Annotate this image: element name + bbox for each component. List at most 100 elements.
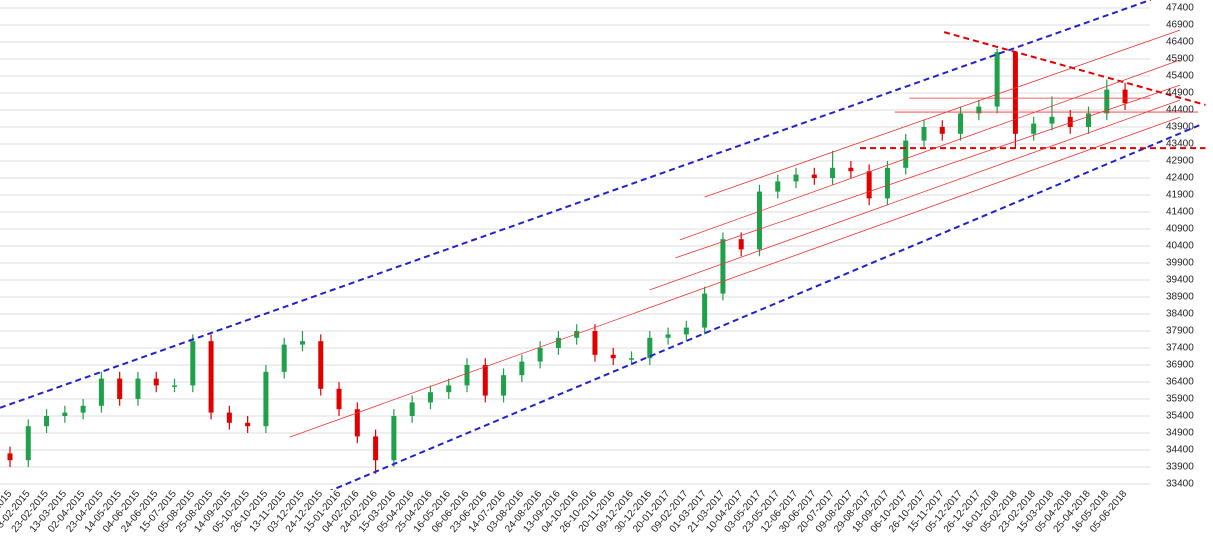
y-tick-label: 33400 <box>1166 479 1194 490</box>
candle-body <box>226 412 232 423</box>
candle-body <box>884 167 890 199</box>
y-tick-label: 38400 <box>1166 309 1194 320</box>
candle-body <box>537 348 543 362</box>
y-tick-label: 42400 <box>1166 173 1194 184</box>
candle-body <box>555 337 561 348</box>
candle-body <box>665 334 671 338</box>
candle-body <box>7 453 13 461</box>
candle-body <box>135 378 141 399</box>
candle-body <box>501 375 507 396</box>
trendline <box>0 0 1152 409</box>
y-tick-label: 43400 <box>1166 139 1194 150</box>
candle-body <box>190 341 196 386</box>
candle-body <box>1012 52 1018 134</box>
y-tick-label: 40400 <box>1166 241 1194 252</box>
trendline <box>704 29 1181 198</box>
candle-body <box>811 174 817 178</box>
candle-body <box>464 365 470 386</box>
grid <box>0 7 1150 485</box>
candle-body <box>994 52 1000 107</box>
candle-body <box>866 171 872 199</box>
y-tick-label: 44400 <box>1166 105 1194 116</box>
y-tick-label: 45400 <box>1166 71 1194 82</box>
candle-body <box>939 127 945 134</box>
y-tick-label: 36400 <box>1166 377 1194 388</box>
y-tick-label: 43900 <box>1166 122 1194 133</box>
trendline <box>943 31 1206 106</box>
y-tick-label: 36900 <box>1166 360 1194 371</box>
candle-body <box>208 341 214 413</box>
candle-body <box>775 181 781 192</box>
y-tick-label: 47400 <box>1166 3 1194 14</box>
candle-body <box>98 378 104 406</box>
y-tick-label: 38900 <box>1166 292 1194 303</box>
candle-body <box>25 426 31 461</box>
candle-body <box>263 371 269 427</box>
candle-body <box>610 354 616 359</box>
y-tick-label: 35400 <box>1166 411 1194 422</box>
candle-body <box>629 358 635 360</box>
candle-body <box>482 365 488 396</box>
y-tick-label: 34900 <box>1166 428 1194 439</box>
candles <box>7 48 1128 474</box>
y-tick-label: 46400 <box>1166 37 1194 48</box>
candle-body <box>830 167 836 178</box>
candle-body <box>391 416 397 461</box>
y-tick-label: 37400 <box>1166 343 1194 354</box>
y-tick-label: 44900 <box>1166 88 1194 99</box>
candle-body <box>793 174 799 182</box>
y-tick-label: 37900 <box>1166 326 1194 337</box>
candle-body <box>1049 116 1055 124</box>
y-tick-label: 45900 <box>1166 54 1194 65</box>
candle-body <box>172 385 178 387</box>
y-tick-label: 39900 <box>1166 258 1194 269</box>
candle-body <box>958 113 964 134</box>
candle-body <box>921 127 927 141</box>
candle-body <box>245 422 251 427</box>
y-tick-label: 39400 <box>1166 275 1194 286</box>
candle-body <box>683 327 689 335</box>
candle-body <box>44 416 50 427</box>
candle-body <box>427 392 433 403</box>
y-tick-label: 42900 <box>1166 156 1194 167</box>
candle-body <box>336 388 342 410</box>
trendline <box>289 116 1181 438</box>
candle-body <box>848 167 854 172</box>
candle-body <box>117 378 123 399</box>
trendline <box>329 124 1201 490</box>
candle-body <box>756 191 762 250</box>
candle-body <box>409 402 415 416</box>
candle-body <box>592 331 598 355</box>
trendline <box>679 59 1181 241</box>
candle-body <box>354 409 360 437</box>
candle-body <box>647 337 653 359</box>
candle-body <box>738 239 744 250</box>
candle-body <box>281 344 287 372</box>
candle-body <box>976 106 982 114</box>
candle-body <box>903 140 909 168</box>
candle-body <box>373 436 379 461</box>
candle-body <box>62 412 68 416</box>
trendline <box>675 84 1181 259</box>
candle-body <box>153 378 159 386</box>
trendlines <box>0 0 1206 490</box>
candle-body <box>1086 113 1092 127</box>
candle-body <box>519 361 525 376</box>
candle-body <box>446 385 452 393</box>
y-tick-label: 40900 <box>1166 224 1194 235</box>
candle-body <box>702 293 708 328</box>
candle-body <box>299 341 305 345</box>
y-tick-label: 33900 <box>1166 462 1194 473</box>
candle-body <box>1122 89 1128 104</box>
candle-body <box>318 341 324 389</box>
candle-body <box>1067 116 1073 127</box>
candle-body <box>720 239 726 294</box>
y-tick-label: 34400 <box>1166 445 1194 456</box>
y-tick-label: 46900 <box>1166 20 1194 31</box>
candle-body <box>80 405 86 413</box>
y-tick-label: 35900 <box>1166 394 1194 405</box>
y-tick-label: 41400 <box>1166 207 1194 218</box>
y-tick-label: 41900 <box>1166 190 1194 201</box>
candle-body <box>1104 89 1110 114</box>
